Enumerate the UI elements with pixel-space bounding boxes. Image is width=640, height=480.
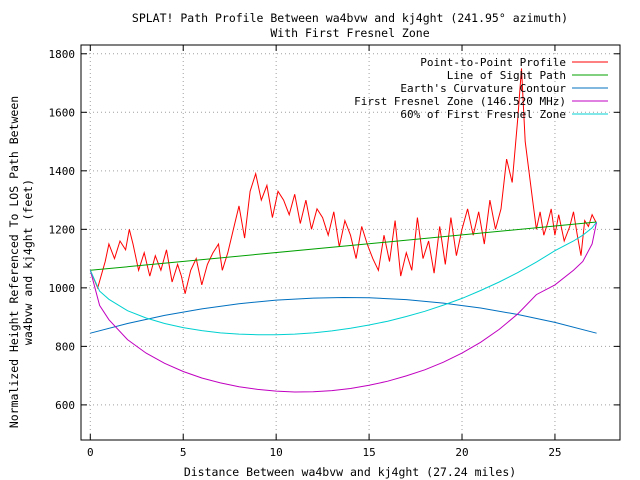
y-tick-label: 1400 [49, 165, 76, 178]
y-tick-label: 1600 [49, 106, 76, 119]
legend-label: First Fresnel Zone (146.520 MHz) [354, 95, 566, 108]
series-line-earth-s-curvature-contour [90, 296, 597, 334]
x-axis-label: Distance Between wa4bvw and kj4ght (27.2… [184, 465, 516, 479]
y-tick-label: 1000 [49, 282, 76, 295]
series-line-point-to-point-profile [89, 68, 598, 294]
x-tick-label: 5 [180, 446, 187, 459]
x-tick-label: 15 [362, 446, 375, 459]
plot-frame [80, 44, 621, 441]
series-line-first-fresnel-zone-146-520-mhz [89, 221, 598, 393]
series-line-line-of-sight-path [90, 221, 597, 271]
x-tick-label: 20 [455, 446, 468, 459]
x-tick-label: 25 [548, 446, 561, 459]
y-tick-label: 800 [55, 340, 75, 353]
chart-subtitle: With First Fresnel Zone [270, 26, 429, 40]
legend-label: Point-to-Point Profile [420, 56, 566, 69]
chart-title: SPLAT! Path Profile Between wa4bvw and k… [132, 11, 568, 25]
y-tick-label: 1200 [49, 223, 76, 236]
y-axis-label-line2: wa4bvw and kj4ght (feet) [21, 179, 35, 345]
legend-label: Earth's Curvature Contour [400, 82, 566, 95]
x-tick-label: 10 [270, 446, 283, 459]
y-tick-label: 1800 [49, 48, 76, 61]
y-axis-label-line1: Normalized Height Referenced To LOS Path… [7, 96, 21, 428]
legend-label: 60% of First Fresnel Zone [400, 108, 566, 121]
series-layer [89, 68, 598, 393]
y-tick-label: 600 [55, 399, 75, 412]
x-tick-label: 0 [87, 446, 94, 459]
series-line-60-of-first-fresnel-zone [89, 221, 597, 336]
legend-label: Line of Sight Path [447, 69, 566, 82]
tick-layer: 0 5 10 15 20 25 600 800 1000 1200 1400 1600 1800 [49, 45, 620, 459]
